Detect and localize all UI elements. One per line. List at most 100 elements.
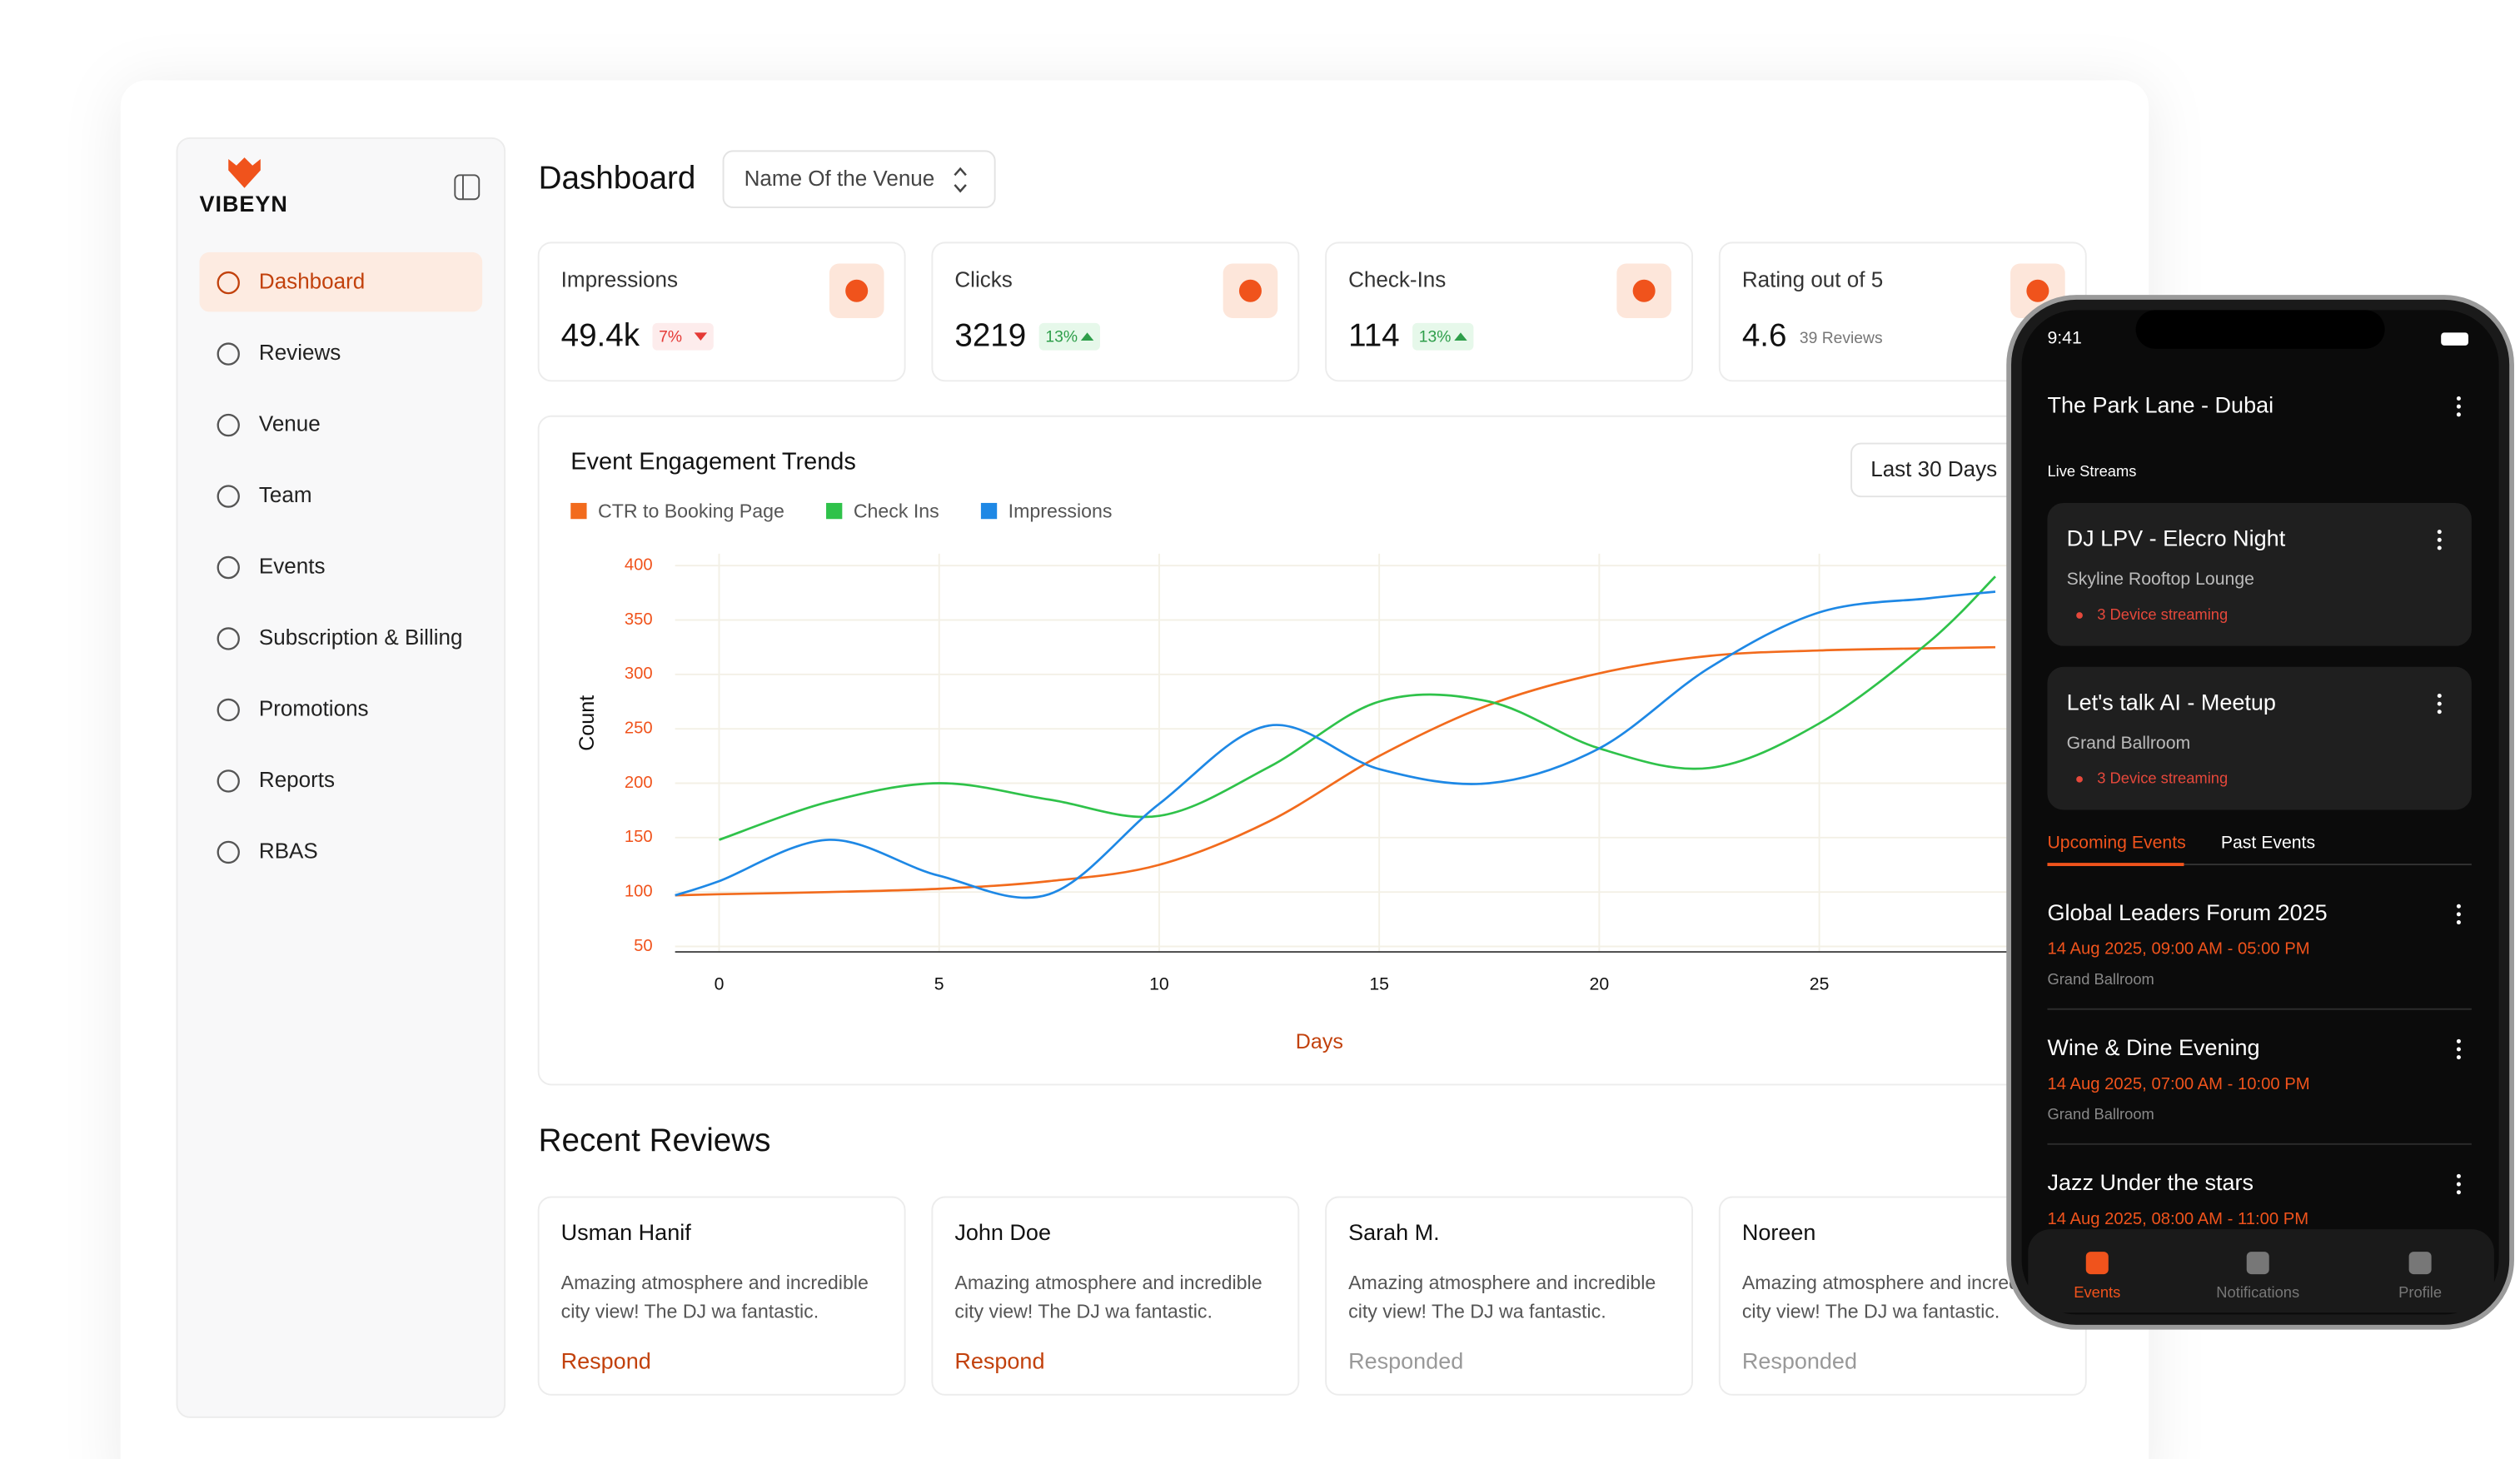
more-dot [2437,530,2442,535]
review-text: city view! The DJ wa fantastic. [1348,1301,1606,1322]
review-text: Amazing atmosphere and incredible [954,1272,1262,1293]
more-dot [2456,1190,2461,1195]
y-tick-label: 300 [625,665,653,683]
nav-item[interactable]: Team [259,482,312,507]
legend-label: Check Ins [854,500,939,522]
tab-active[interactable]: Upcoming Events [2047,834,2185,853]
event-name: Wine & Dine Evening [2047,1035,2259,1060]
y-tick-label: 150 [625,828,653,846]
phone-screen [2021,310,2499,1315]
nav-icon [217,769,240,793]
review-action[interactable]: Respond [954,1348,1044,1373]
trend-arrow [1454,332,1467,341]
tab-bar-item[interactable]: Notifications [2216,1283,2299,1301]
series-line [675,590,1996,899]
tab-bar-item[interactable]: Events [2074,1283,2120,1301]
event-name: Global Leaders Forum 2025 [2047,900,2327,925]
live-icon [2076,775,2083,783]
event-place: Grand Ballroom [2047,970,2154,988]
stream-place: Skyline Rooftop Lounge [2067,570,2254,589]
more-dot [2456,1055,2461,1060]
more-dot [2437,537,2442,542]
tab-bar-item[interactable]: Profile [2398,1283,2442,1301]
trend-arrow [1080,332,1094,341]
stat-value: 49.4k [561,317,640,353]
battery [2441,332,2468,346]
more-dot [2437,545,2442,550]
y-tick-label: 200 [625,774,653,792]
more-dot [2456,404,2461,409]
stat-change-bg [1412,322,1474,351]
x-tick-label: 5 [934,974,944,993]
nav-icon [217,840,240,864]
x-tick-label: 10 [1149,974,1169,993]
event-place: Grand Ballroom [2047,1105,2154,1123]
stat-change: 13% [1419,328,1452,346]
phone-notch [2135,310,2385,349]
nav-item[interactable]: Reviews [259,340,341,365]
nav-item[interactable]: Reports [259,767,335,792]
reviewer-name: Sarah M. [1348,1220,1440,1245]
more-dot [2456,396,2461,401]
nav-item[interactable]: RBAS [259,838,318,863]
range-select-text: Last 30 Days [1870,456,1997,481]
tab[interactable]: Past Events [2221,834,2315,853]
nav-icon [217,555,240,580]
stat-change: 13% [1045,328,1078,346]
venue-name: The Park Lane - Dubai [2047,392,2273,417]
review-text: Amazing atmosphere and incredible [1742,1272,2049,1293]
venue-select[interactable] [722,150,996,208]
nav-icon [2246,1252,2269,1275]
y-axis-title: Count [575,695,599,751]
nav-active-bg [199,251,483,312]
x-tick-label: 20 [1590,974,1610,993]
review-text: Amazing atmosphere and incredible [561,1272,869,1293]
more-dot [2456,1182,2461,1187]
live-card[interactable] [2047,502,2472,646]
trend-arrow [694,332,708,341]
stream-place: Grand Ballroom [2067,734,2191,753]
stat-label: Rating out of 5 [1742,267,1883,292]
nav-icon [2085,1252,2109,1275]
event-time: 14 Aug 2025, 09:00 AM - 05:00 PM [2047,940,2309,959]
nav-item[interactable]: Subscription & Billing [259,625,463,650]
nav-icon [217,342,240,366]
nav-item[interactable]: Promotions [259,695,369,720]
x-tick-label: 0 [715,974,725,993]
review-card [931,1196,1300,1396]
event-time: 14 Aug 2025, 08:00 AM - 11:00 PM [2047,1210,2308,1228]
y-tick-label: 50 [634,937,653,955]
series-line [675,645,1995,897]
x-tick-label: 25 [1810,974,1830,993]
reviewer-name: Noreen [1742,1220,1816,1245]
stream-name: DJ LPV - Elecro Night [2067,525,2286,550]
stat-note: 39 Reviews [1800,330,1883,347]
brand: VIBEYN [200,192,288,217]
nav-icon [217,271,240,295]
stream-status: 3 Device streaming [2097,769,2228,787]
event-time: 14 Aug 2025, 07:00 AM - 10:00 PM [2047,1075,2309,1093]
collapse-button[interactable] [454,174,481,201]
nav-icon [217,627,240,650]
live-card[interactable] [2047,666,2472,810]
nav-item[interactable]: Venue [259,411,321,436]
legend-swatch [570,502,587,520]
live-icon [2076,612,2083,619]
stat-value: 3219 [954,317,1026,353]
review-action[interactable]: Respond [561,1348,651,1373]
x-tick-label: 15 [1369,974,1389,993]
legend-label: CTR to Booking Page [598,500,784,522]
nav-item[interactable]: Dashboard [259,268,365,293]
review-card [1325,1196,1694,1396]
nav-icon [217,485,240,508]
review-text: city view! The DJ wa fantastic. [561,1301,819,1322]
status-time: 9:41 [2047,329,2081,348]
nav-item[interactable]: Events [259,553,326,578]
event-name: Jazz Under the stars [2047,1170,2254,1195]
more-dot [2456,1038,2461,1043]
stat-card [537,242,906,382]
y-tick-label: 400 [625,556,653,575]
select-chevron [954,167,967,193]
y-tick-label: 250 [625,720,653,738]
